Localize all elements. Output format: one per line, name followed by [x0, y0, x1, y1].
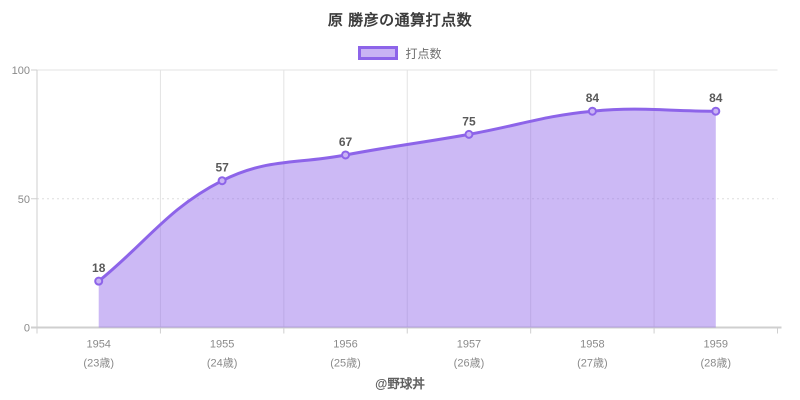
data-point-label: 57	[215, 161, 229, 175]
footer-credit: @野球丼	[375, 377, 425, 391]
x-axis-label-age: (26歳)	[454, 357, 485, 370]
x-axis-label-age: (25歳)	[330, 357, 361, 370]
data-point[interactable]	[711, 106, 721, 116]
series-area-fill	[98, 109, 716, 328]
chart-title: 原 勝彦の通算打点数	[327, 12, 473, 29]
data-point[interactable]	[341, 150, 351, 160]
data-point[interactable]	[94, 276, 104, 286]
legend-swatch	[358, 46, 399, 60]
data-point[interactable]	[587, 106, 597, 116]
data-point[interactable]	[464, 129, 474, 139]
y-axis-label: 50	[18, 194, 30, 206]
series-line	[97, 107, 718, 283]
legend-label: 打点数	[405, 46, 442, 61]
legend[interactable]: 打点数	[0, 45, 800, 61]
x-axis-label-age: (28歳)	[701, 357, 732, 370]
data-point-label: 84	[586, 91, 600, 105]
x-axis-label-age: (27歳)	[577, 357, 608, 370]
data-point-label: 67	[339, 135, 353, 149]
data-point-label: 75	[462, 114, 476, 128]
x-axis-label-age: (23歳)	[83, 357, 114, 370]
data-point-label: 84	[709, 91, 723, 105]
data-point[interactable]	[217, 176, 227, 186]
x-axis-label-age: (24歳)	[207, 357, 238, 370]
y-axis-label: 0	[24, 323, 30, 335]
x-axis-label-year: 1955	[210, 339, 234, 351]
x-axis-label-year: 1957	[457, 339, 481, 351]
x-axis-label-year: 1959	[704, 339, 728, 351]
x-axis-label-year: 1956	[333, 339, 357, 351]
x-axis-label-year: 1958	[580, 339, 604, 351]
data-point-label: 18	[92, 261, 106, 275]
x-axis-label-year: 1954	[86, 339, 110, 351]
y-axis-label: 100	[12, 65, 30, 77]
